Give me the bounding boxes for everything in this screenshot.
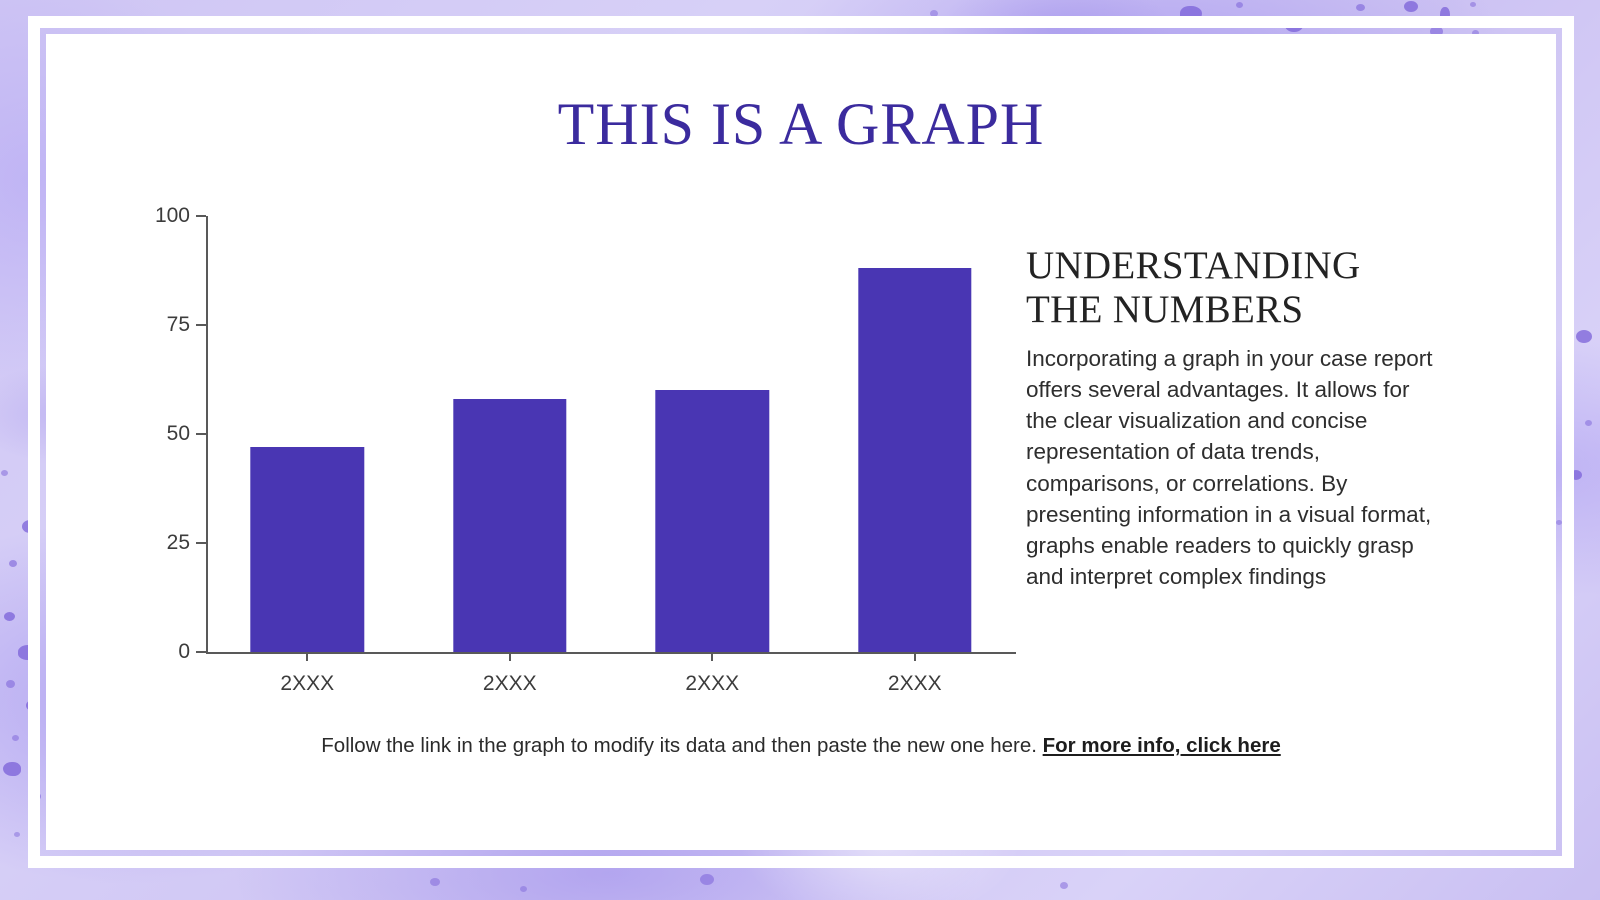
side-heading: UNDERSTANDING THE NUMBERS <box>1026 244 1361 331</box>
bar <box>655 390 769 652</box>
x-axis-label: 2XXX <box>685 672 740 695</box>
x-axis-tick <box>508 652 511 661</box>
content-card <box>46 34 1556 850</box>
x-axis-tick <box>711 652 714 661</box>
y-axis-tick <box>196 651 206 653</box>
slide-content: THIS IS A GRAPH 0 25 50 75 100 2XXX 2XXX 2XXX 2… <box>46 34 1556 850</box>
y-axis-line <box>206 216 208 652</box>
chart-plot-area: 0 25 50 75 100 2XXX 2XXX 2XXX 2XXX <box>155 204 1016 695</box>
y-axis-tick <box>196 324 206 326</box>
x-axis-label: 2XXX <box>482 672 537 695</box>
y-axis-label: 25 <box>166 531 190 554</box>
side-text-panel: UNDERSTANDING THE NUMBERS Incorporating … <box>1026 244 1446 592</box>
side-body-paragraph: Incorporating a graph in your case repor… <box>1026 346 1433 589</box>
footer-note-text: Follow the link in the graph to modify i… <box>321 734 1043 757</box>
x-axis-label: 2XXX <box>887 672 942 695</box>
page-title: THIS IS A GRAPH <box>557 91 1045 157</box>
x-axis-tick <box>306 652 309 661</box>
bar <box>453 399 567 652</box>
bar <box>858 268 972 652</box>
x-axis-label: 2XXX <box>280 672 335 695</box>
y-axis-label: 0 <box>178 640 190 663</box>
x-axis-line <box>206 652 1016 654</box>
more-info-link[interactable]: For more info, click here <box>1042 734 1281 757</box>
y-axis-label: 100 <box>154 204 190 227</box>
y-axis-label: 75 <box>166 313 190 336</box>
y-axis-tick <box>196 215 206 217</box>
footer-note: Follow the link in the graph to modify i… <box>46 734 1556 758</box>
y-axis-tick <box>196 433 206 435</box>
x-axis-tick <box>913 652 916 661</box>
bar-chart: 0 25 50 75 100 2XXX 2XXX 2XXX 2XXX <box>146 204 1016 704</box>
y-axis-label: 50 <box>166 422 190 445</box>
white-frame-border <box>28 16 1574 868</box>
y-axis-tick <box>196 542 206 544</box>
bar <box>250 447 364 652</box>
